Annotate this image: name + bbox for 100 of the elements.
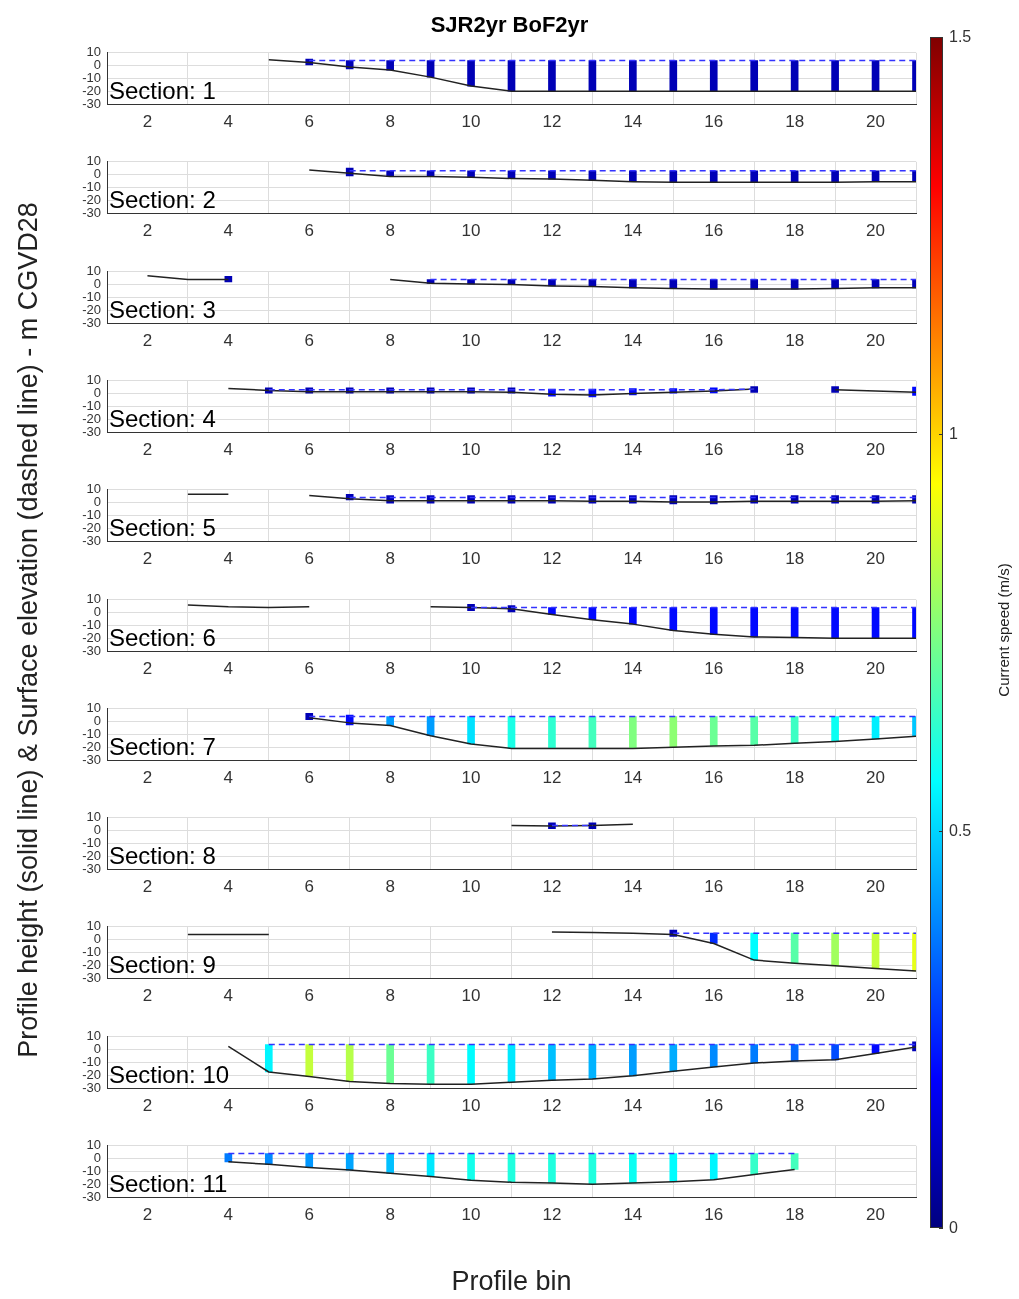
annotation: Section: 4 — [109, 404, 216, 432]
x-tick-label: 6 — [304, 549, 314, 569]
x-tick-label: 4 — [223, 549, 234, 569]
x-tick-label: 20 — [866, 876, 886, 896]
x-tick-label: 8 — [385, 1204, 395, 1224]
x-tick-label: 16 — [704, 549, 724, 569]
x-tick-label: 6 — [304, 658, 314, 678]
y-tick-label: -30 — [82, 95, 101, 111]
x-tick-label: 16 — [704, 439, 724, 459]
x-tick-label: 4 — [223, 111, 234, 131]
annotation: Section: 8 — [109, 842, 216, 870]
y-tick-label: -30 — [82, 1188, 101, 1204]
y-tick-label: -20 — [82, 1175, 101, 1191]
annotation: Section: 2 — [109, 186, 216, 214]
x-tick-label: 18 — [785, 767, 805, 787]
x-tick-label: 14 — [623, 986, 643, 1006]
y-tick-label: -30 — [82, 314, 101, 330]
x-tick-label: 4 — [223, 1204, 234, 1224]
x-tick-label: 8 — [385, 876, 395, 896]
x-tick-label: 18 — [785, 876, 805, 896]
y-tick-label: -10 — [82, 179, 101, 195]
x-tick-label: 12 — [542, 330, 562, 350]
x-tick-label: 20 — [866, 221, 886, 241]
x-tick-label: 2 — [142, 549, 153, 569]
x-tick-label: 4 — [223, 439, 234, 459]
y-tick-label: 0 — [93, 931, 101, 947]
x-tick-label: 6 — [304, 767, 314, 787]
x-tick-label: 12 — [542, 1095, 562, 1115]
y-tick-label: -30 — [82, 860, 101, 876]
y-tick-label: -30 — [82, 423, 101, 439]
y-tick-label: -10 — [82, 616, 101, 632]
x-tick-label: 12 — [542, 1204, 562, 1224]
color-bar-title: Current speed (m/s) — [994, 562, 1013, 699]
x-tick-label: 2 — [142, 221, 153, 241]
y-tick-label: -20 — [82, 82, 101, 98]
y-tick-label: 10 — [86, 1137, 101, 1153]
x-tick-label: 18 — [785, 1204, 805, 1224]
x-tick-label: 18 — [785, 111, 805, 131]
x-tick-label: 20 — [866, 1095, 886, 1115]
x-tick-label: 8 — [385, 330, 395, 350]
x-tick-label: 16 — [704, 221, 724, 241]
x-tick-label: 12 — [542, 658, 562, 678]
y-tick-label: -10 — [82, 725, 101, 741]
y-tick-label: 10 — [86, 481, 101, 497]
x-tick-label: 10 — [461, 221, 481, 241]
x-tick-label: 10 — [461, 111, 481, 131]
x-tick-label: 2 — [142, 658, 153, 678]
x-tick-label: 18 — [785, 658, 805, 678]
x-tick-label: 14 — [623, 439, 643, 459]
x-tick-label: 20 — [866, 986, 886, 1006]
x-tick-label: 6 — [304, 986, 314, 1006]
x-tick-label: 18 — [785, 439, 805, 459]
y-tick-label: 10 — [86, 918, 101, 934]
y-tick-label: 10 — [86, 153, 101, 169]
y-tick-label: -20 — [82, 301, 101, 317]
x-tick-label: 2 — [142, 111, 153, 131]
y-tick-label: 0 — [93, 275, 101, 291]
x-tick-label: 6 — [304, 221, 314, 241]
y-axis-title: Profile height (solid line) & Surface elevation (dashed line) - m CGVD28 — [12, 201, 44, 1060]
annotation: Section: 5 — [109, 514, 216, 542]
y-tick-label: -20 — [82, 629, 101, 645]
color-bar-label: 0.5 — [949, 822, 972, 840]
x-tick-label: 20 — [866, 111, 886, 131]
x-tick-label: 2 — [142, 986, 153, 1006]
x-tick-label: 14 — [623, 658, 643, 678]
annotation: Section: 1 — [109, 77, 216, 104]
x-tick-label: 2 — [142, 439, 153, 459]
x-tick-label: 6 — [304, 876, 314, 896]
y-tick-label: -10 — [82, 288, 101, 304]
x-tick-label: 10 — [461, 986, 481, 1006]
x-tick-label: 4 — [223, 876, 234, 896]
x-tick-label: 14 — [623, 1204, 643, 1224]
x-tick-label: 4 — [223, 221, 234, 241]
x-tick-label: 20 — [866, 1204, 886, 1224]
x-tick-label: 8 — [385, 1095, 395, 1115]
x-tick-label: 2 — [142, 1204, 153, 1224]
x-tick-label: 6 — [304, 1095, 314, 1115]
x-tick-label: 2 — [142, 1095, 153, 1115]
color-bar-label: 0 — [949, 1219, 958, 1237]
annotation: Section: 7 — [109, 732, 216, 760]
y-tick-label: 0 — [93, 166, 101, 182]
x-tick-label: 10 — [461, 876, 481, 896]
x-tick-label: 8 — [385, 658, 395, 678]
y-tick-label: -20 — [82, 738, 101, 754]
x-tick-label: 12 — [542, 439, 562, 459]
y-tick-label: 10 — [86, 262, 101, 278]
annotation: Section: 3 — [109, 295, 216, 323]
x-tick-label: 10 — [461, 658, 481, 678]
x-tick-label: 2 — [142, 767, 153, 787]
color-bar-label: 1.5 — [949, 28, 972, 46]
y-tick-label: -20 — [82, 1066, 101, 1082]
y-tick-label: 10 — [86, 44, 101, 60]
x-tick-label: 2 — [142, 330, 153, 350]
x-tick-label: 20 — [866, 767, 886, 787]
x-tick-label: 6 — [304, 330, 314, 350]
y-tick-label: 0 — [93, 494, 101, 510]
y-tick-label: 10 — [86, 372, 101, 388]
x-tick-label: 20 — [866, 439, 886, 459]
color-bar-label: 1 — [949, 425, 958, 443]
x-tick-label: 4 — [223, 986, 234, 1006]
